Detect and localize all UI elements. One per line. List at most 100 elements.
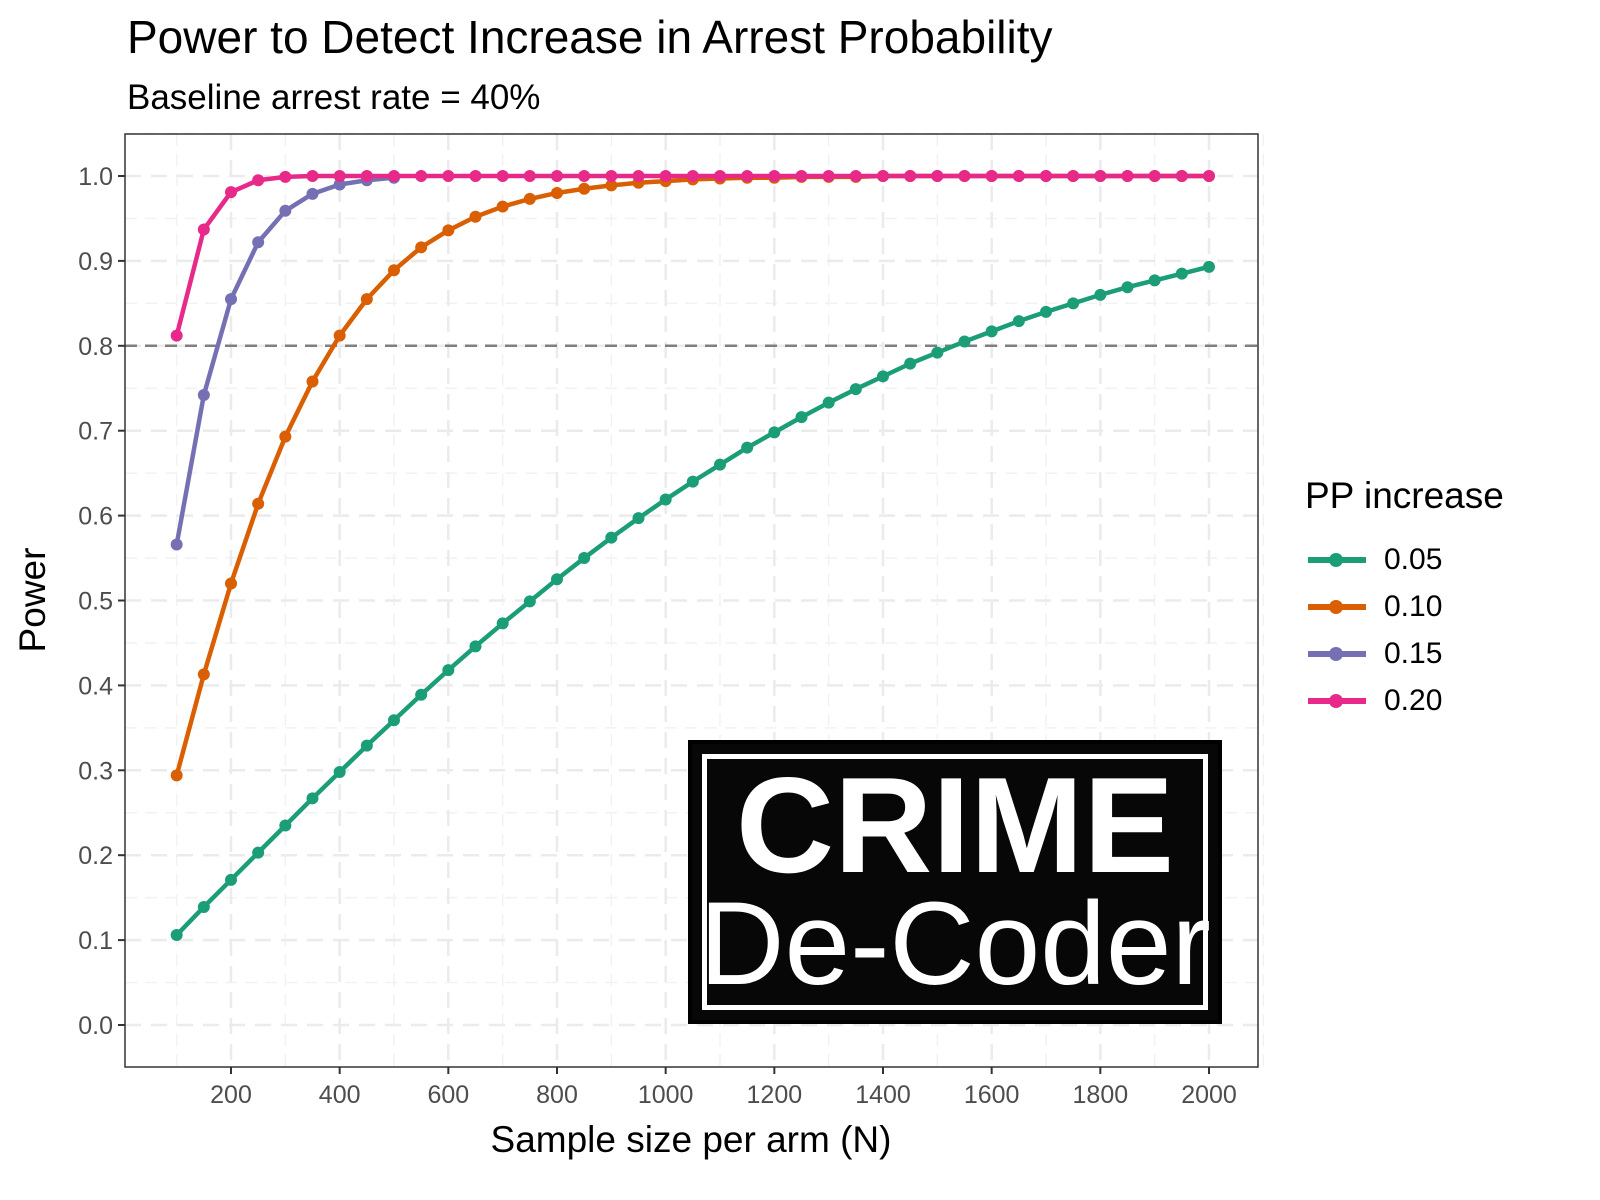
y-tick-label: 0.2 (78, 842, 113, 870)
x-tick-label: 400 (319, 1081, 361, 1109)
data-point (686, 170, 699, 182)
legend-label: 0.15 (1384, 637, 1443, 670)
data-point (197, 668, 210, 681)
data-point (523, 595, 536, 608)
data-point (1067, 170, 1080, 182)
data-point (1148, 274, 1161, 287)
data-point (768, 170, 781, 182)
data-point (578, 170, 591, 182)
data-point (170, 329, 183, 342)
crime-decoder-logo: CRIME De-Coder (688, 740, 1222, 1024)
data-point (1121, 281, 1134, 294)
x-tick-label: 1200 (747, 1081, 803, 1109)
data-point (306, 375, 319, 388)
x-tick-label: 1800 (1073, 1081, 1129, 1109)
data-point (1175, 267, 1188, 280)
data-point (686, 475, 699, 488)
legend-key-icon (1308, 553, 1366, 567)
x-tick-label: 1400 (855, 1081, 911, 1109)
data-point (442, 224, 455, 237)
x-tick-label: 1000 (638, 1081, 694, 1109)
data-point (605, 531, 618, 544)
data-point (442, 664, 455, 677)
data-point (1012, 315, 1025, 328)
data-point (931, 346, 944, 359)
data-point (442, 170, 455, 182)
data-point (279, 204, 292, 217)
x-tick-label: 2000 (1181, 1081, 1237, 1109)
data-point (197, 223, 210, 236)
data-point (225, 577, 237, 590)
data-point (279, 170, 292, 183)
data-point (714, 458, 726, 471)
data-point (1203, 170, 1215, 182)
data-point (931, 170, 944, 182)
legend-key-icon (1308, 694, 1366, 708)
data-point (388, 170, 400, 182)
data-point (252, 236, 265, 249)
data-point (415, 688, 428, 701)
data-point (605, 179, 618, 192)
y-axis-label: Power (12, 548, 53, 653)
data-point (849, 170, 862, 182)
data-point (197, 389, 210, 402)
data-point (306, 170, 319, 182)
data-point (1203, 260, 1215, 273)
data-point (170, 538, 183, 551)
data-point (1040, 170, 1052, 182)
data-point (659, 170, 672, 182)
y-tick-label: 0.8 (78, 333, 113, 361)
chart-title: Power to Detect Increase in Arrest Proba… (127, 11, 1053, 63)
data-point (714, 170, 726, 182)
data-point (985, 325, 998, 338)
data-point (958, 335, 971, 348)
data-point (523, 192, 536, 205)
x-tick-label: 1600 (964, 1081, 1020, 1109)
data-point (333, 170, 346, 182)
data-point (1094, 288, 1107, 301)
data-point (225, 186, 237, 199)
data-point (197, 900, 210, 913)
data-point (306, 792, 319, 805)
y-tick-label: 0.1 (78, 927, 113, 955)
logo-line2: De-Coder (699, 878, 1211, 1010)
legend-item-0.10: 0.10 (1308, 590, 1442, 624)
data-point (551, 186, 563, 199)
legend-key-icon (1308, 600, 1366, 614)
x-axis-label: Sample size per arm (N) (491, 1119, 892, 1160)
data-point (360, 170, 373, 182)
data-point (904, 170, 917, 182)
data-point (170, 929, 183, 942)
y-tick-label: 0.6 (78, 503, 113, 531)
data-point (768, 426, 781, 439)
data-point (360, 739, 373, 752)
y-tick-label: 0.5 (78, 588, 113, 616)
y-tick-label: 0.0 (78, 1012, 113, 1040)
data-point (849, 383, 862, 396)
data-point (632, 512, 645, 525)
y-tick-label: 0.3 (78, 757, 113, 785)
data-point (170, 769, 183, 782)
data-point (795, 411, 808, 424)
data-point (415, 170, 428, 182)
legend-title: PP increase (1305, 475, 1504, 516)
data-point (225, 293, 237, 306)
legend-item-0.20: 0.20 (1308, 684, 1442, 718)
data-point (496, 617, 509, 630)
plot-border (124, 133, 1259, 1068)
data-point (605, 170, 618, 182)
data-point (877, 370, 889, 383)
data-point (958, 170, 971, 182)
data-point (578, 552, 591, 565)
legend-label: 0.05 (1384, 543, 1443, 576)
data-point (306, 187, 319, 200)
data-point (496, 200, 509, 213)
data-point (741, 170, 754, 182)
data-point (551, 170, 563, 182)
data-point (252, 846, 265, 859)
chart-subtitle: Baseline arrest rate = 40% (127, 78, 541, 117)
data-point (252, 174, 265, 187)
data-point (1040, 305, 1052, 318)
